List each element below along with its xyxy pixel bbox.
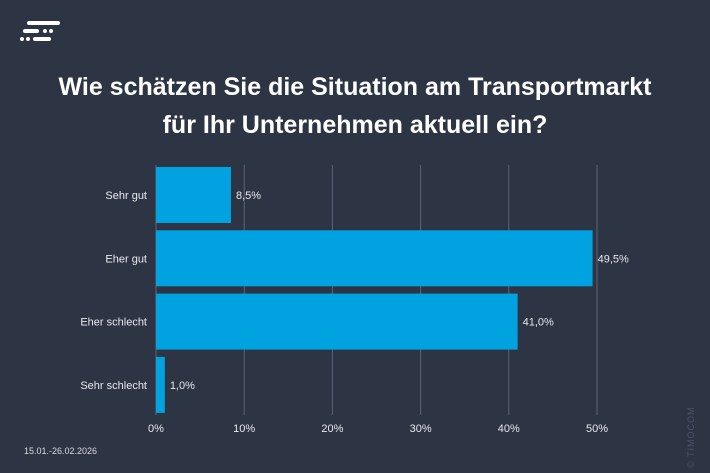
category-label: Eher schlecht bbox=[80, 317, 147, 329]
data-label: 1,0% bbox=[170, 380, 195, 392]
copyright: © TIMOCOM bbox=[686, 406, 696, 468]
x-tick-label: 20% bbox=[321, 423, 343, 435]
data-label: 49,5% bbox=[598, 253, 629, 265]
x-tick-label: 50% bbox=[586, 423, 608, 435]
x-tick-label: 30% bbox=[410, 423, 432, 435]
title-line-1: Wie schätzen Sie die Situation am Transp… bbox=[58, 73, 652, 101]
category-label: Eher gut bbox=[105, 253, 147, 265]
date-range: 15.01.-26.02.2026 bbox=[24, 446, 98, 456]
category-label: Sehr gut bbox=[105, 190, 147, 202]
bar bbox=[156, 167, 231, 223]
data-label: 8,5% bbox=[236, 190, 261, 202]
chart-title: Wie schätzen Sie die Situation am Transp… bbox=[0, 68, 710, 144]
title-line-2: für Ihr Unternehmen aktuell ein? bbox=[162, 111, 548, 139]
bar bbox=[156, 356, 165, 413]
bar bbox=[156, 293, 518, 350]
category-label: Sehr schlecht bbox=[80, 380, 147, 392]
timocom-logo bbox=[20, 21, 60, 41]
x-tick-label: 40% bbox=[498, 423, 520, 435]
x-tick-label: 0% bbox=[148, 423, 164, 435]
data-label: 41,0% bbox=[523, 317, 554, 329]
bar bbox=[156, 230, 593, 287]
x-tick-label: 10% bbox=[233, 423, 255, 435]
